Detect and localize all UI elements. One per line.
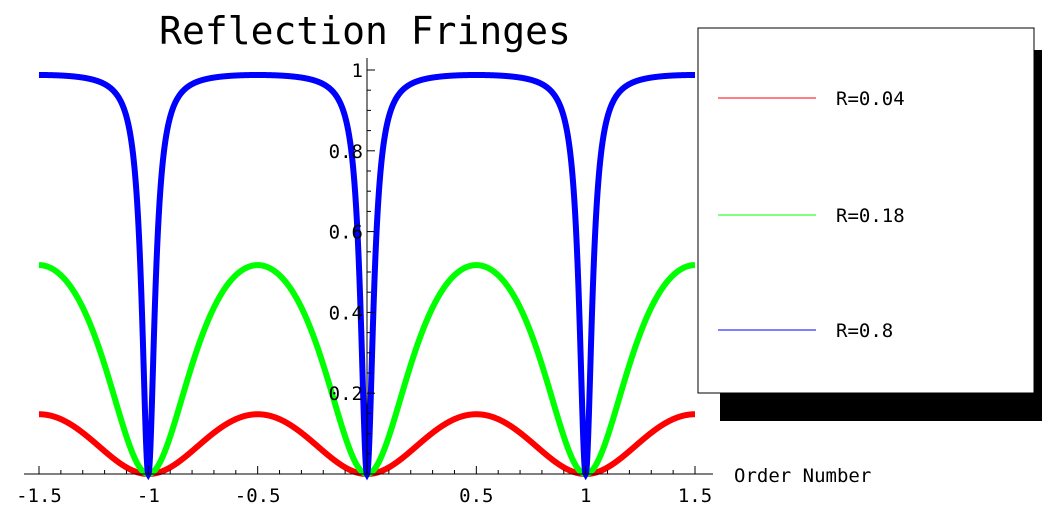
x-tick-label: -0.5 bbox=[235, 485, 281, 507]
legend-box bbox=[697, 27, 1035, 394]
x-tick-label: -1.5 bbox=[16, 485, 62, 507]
x-axis-label: Order Number bbox=[734, 465, 871, 487]
legend-label-1: R=0.18 bbox=[836, 205, 905, 227]
y-tick-label: 0.4 bbox=[329, 302, 363, 324]
x-tick-label: 1 bbox=[580, 485, 591, 507]
legend-label-0: R=0.04 bbox=[836, 88, 905, 110]
legend: R=0.04 R=0.18 R=0.8 bbox=[697, 27, 1042, 421]
y-tick-label: 0.8 bbox=[329, 141, 363, 163]
legend-label-2: R=0.8 bbox=[836, 320, 893, 342]
x-tick-label: -1 bbox=[137, 485, 160, 507]
y-tick-label: 0.2 bbox=[329, 383, 363, 405]
x-tick-label: 0.5 bbox=[459, 485, 493, 507]
x-tick-label: 1.5 bbox=[678, 485, 712, 507]
y-tick-label: 0.6 bbox=[329, 222, 363, 244]
legend-items: R=0.04 R=0.18 R=0.8 bbox=[718, 88, 905, 342]
chart-title: Reflection Fringes bbox=[159, 9, 571, 53]
y-tick-label: 1 bbox=[352, 60, 363, 82]
axes-layer: -1.5 -1 -0.5 0.5 1 1.5 0.2 0.4 0.6 0.8 1 bbox=[16, 58, 713, 507]
